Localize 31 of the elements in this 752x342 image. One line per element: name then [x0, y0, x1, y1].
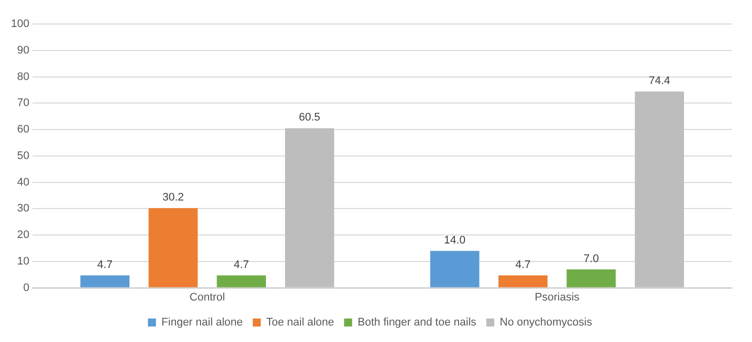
legend-label: Finger nail alone	[161, 316, 243, 329]
y-tick-label: 20	[17, 229, 30, 242]
bar	[216, 275, 266, 288]
bar	[148, 208, 198, 288]
data-label: 14.0	[444, 234, 466, 246]
bar	[80, 275, 130, 288]
y-tick-label: 60	[17, 124, 30, 136]
data-label: 4.7	[234, 258, 250, 271]
data-label: 4.7	[97, 258, 113, 271]
y-tick-label: 70	[17, 97, 30, 110]
data-label: 30.2	[162, 192, 184, 204]
y-tick-label: 0	[23, 282, 30, 294]
legend-label: Toe nail alone	[266, 316, 334, 329]
legend-label: No onychomycosis	[500, 316, 593, 329]
x-tick-label: Psoriasis	[534, 291, 580, 304]
data-label: 7.0	[584, 252, 599, 265]
data-label: 74.4	[648, 75, 670, 88]
x-tick-label: Control	[190, 291, 225, 304]
y-tick-label: 30	[17, 202, 30, 215]
data-label: 4.7	[515, 258, 531, 271]
y-tick-label: 90	[17, 44, 30, 56]
bar	[430, 250, 480, 288]
data-label: 60.5	[298, 112, 320, 124]
y-tick-label: 50	[17, 150, 30, 162]
y-tick-label: 80	[17, 70, 30, 83]
legend-label: Both finger and toe nails	[358, 316, 477, 329]
bar	[566, 269, 616, 288]
y-tick-label: 10	[17, 255, 30, 268]
bar	[498, 275, 548, 288]
y-tick-label: 40	[17, 176, 30, 188]
y-tick-label: 100	[10, 18, 30, 30]
